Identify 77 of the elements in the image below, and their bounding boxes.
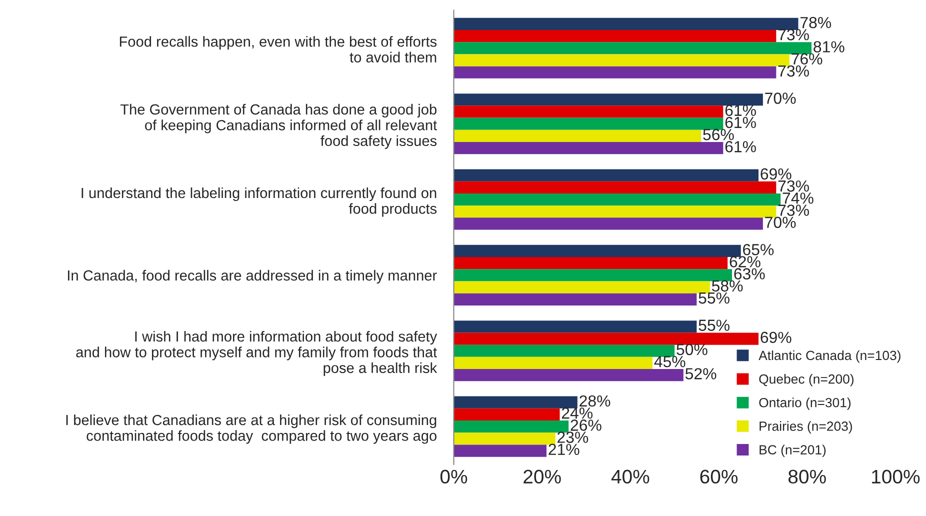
y-tick-label: In Canada, food recalls are addressed in a timely manner [68,270,437,284]
y-tick-label: Food recalls happen, even with the best of efforts to avoid them [120,36,437,62]
x-tick-label: 60% [700,470,738,484]
data-label: 45% [654,356,686,368]
data-label: 61% [725,116,756,128]
data-label: 52% [685,368,716,380]
data-label: 55% [698,320,730,331]
x-tick-label: 100% [872,470,920,484]
data-label: 26% [570,420,602,431]
bar [454,444,546,457]
bar [454,118,724,130]
data-label: 70% [765,92,796,104]
data-label: 28% [580,395,610,407]
data-label: 23% [558,432,588,443]
data-label: 73% [778,65,809,77]
bar [454,408,560,421]
bar [454,181,776,194]
legend-label: Quebec (n=200) [759,374,854,386]
bar [454,142,724,154]
y-tick-label: I understand the labeling information currently found on food products [82,187,437,217]
data-label: 24% [562,407,593,419]
data-label: 61% [725,141,756,152]
bar [454,369,684,382]
bar [454,66,776,78]
data-label: 78% [800,16,832,28]
data-label: 69% [760,168,792,180]
y-tick-label: The Government of Canada has done a good job of keeping Canadians informed of all relevant food safety issues [120,104,437,149]
bar [454,169,759,182]
bar [454,281,710,294]
data-label: 55% [698,292,730,304]
bar [454,18,798,30]
bar [454,420,569,433]
data-label: 63% [734,268,765,280]
bar [454,30,776,42]
bar [454,356,653,370]
data-label: 50% [676,344,708,356]
data-label: 81% [814,41,844,52]
bar [454,206,776,218]
bar [454,320,697,333]
bar [454,218,763,230]
bar [454,130,702,142]
bar [454,344,675,357]
legend-label: Ontario (n=301) [759,398,851,410]
data-label: 70% [765,216,796,228]
data-label: 76% [792,53,822,65]
bar [454,293,697,306]
data-label: 69% [760,332,792,344]
legend-label: Prairies (n=203) [760,421,852,434]
bar [454,257,728,270]
bar [454,54,790,66]
data-label: 61% [725,104,756,116]
data-label: 56% [703,128,734,140]
data-label: 62% [730,256,760,268]
bar [454,193,781,206]
bar [454,396,578,408]
y-tick-label: I wish I had more information about food safety and how to protect myself and my family from foods that pose a health risk [76,330,438,376]
x-tick-label: 40% [611,470,650,484]
legend-label: Atlantic Canada (n=103) [758,350,900,363]
data-label: 58% [712,280,743,292]
data-label: 74% [782,192,814,204]
x-tick-label: 0% [440,470,468,484]
y-tick-label: I believe that Canadians are at a higher risk of consuming contaminated foods today compared to two years ago [66,414,436,444]
data-label: 21% [548,444,580,456]
bar [454,432,556,445]
x-tick-label: 80% [788,470,826,484]
data-label: 65% [743,244,774,256]
bar [454,106,724,118]
legend-label: BC (n=201) [760,444,826,458]
bar [454,332,759,345]
data-label: 73% [778,204,809,216]
data-label: 73% [778,180,809,192]
data-label: 73% [778,29,809,40]
bar [454,42,812,54]
bar [454,244,741,258]
x-tick-label: 20% [524,470,561,484]
bar [454,269,732,282]
bar [454,94,763,106]
